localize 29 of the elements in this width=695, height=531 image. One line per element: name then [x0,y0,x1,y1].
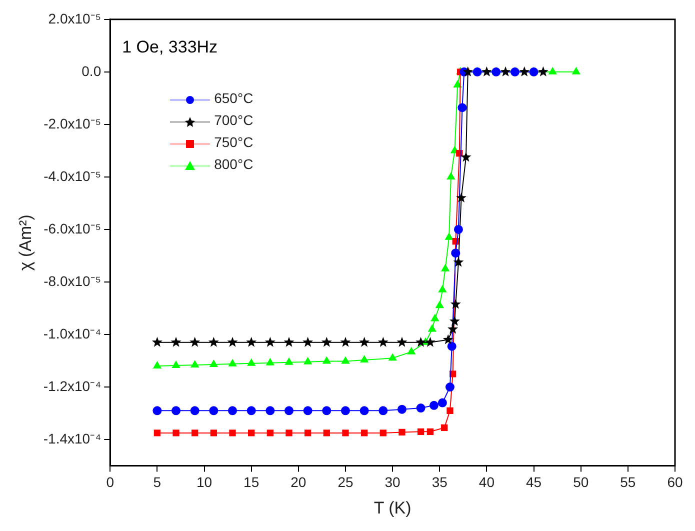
x-tick-label: 20 [290,474,306,490]
x-tick-label: 25 [338,474,354,490]
x-tick-label: 15 [244,474,260,490]
y-tick-label: -2.0x10⁻⁵ [44,115,102,132]
y-axis-title: χ (Am²) [16,214,35,271]
legend-label: 700°C [214,112,254,128]
x-tick-label: 10 [196,474,212,490]
x-tick-label: 0 [106,474,114,490]
y-tick-label: -8.0x10⁻⁵ [44,272,102,289]
legend-label: 800°C [214,156,254,172]
y-tick-label: 2.0x10⁻⁵ [48,10,102,26]
y-tick-label: -4.0x10⁻⁵ [44,168,102,184]
y-tick-label: -1.2x10⁻⁴ [43,378,102,394]
x-tick-label: 60 [667,474,683,490]
x-tick-label: 55 [620,474,636,490]
x-tick-label: 40 [478,474,495,490]
x-axis-title: T (K) [374,498,412,518]
x-tick-label: 5 [153,474,162,490]
y-tick-label: -1.0x10⁻⁴ [43,325,102,342]
y-tick-label: -1.4x10⁻⁴ [43,430,102,446]
y-tick-label: 0.0 [82,62,102,79]
legend-label: 750°C [214,134,254,150]
y-tick-label: -6.0x10⁻⁵ [44,220,102,236]
x-tick-label: 45 [526,474,542,490]
legend-label: 650°C [214,90,254,106]
x-tick-label: 50 [573,474,589,490]
x-tick-label: 35 [432,474,448,490]
x-tick-label: 30 [384,474,401,490]
annotation: 1 Oe, 333Hz [122,38,218,57]
